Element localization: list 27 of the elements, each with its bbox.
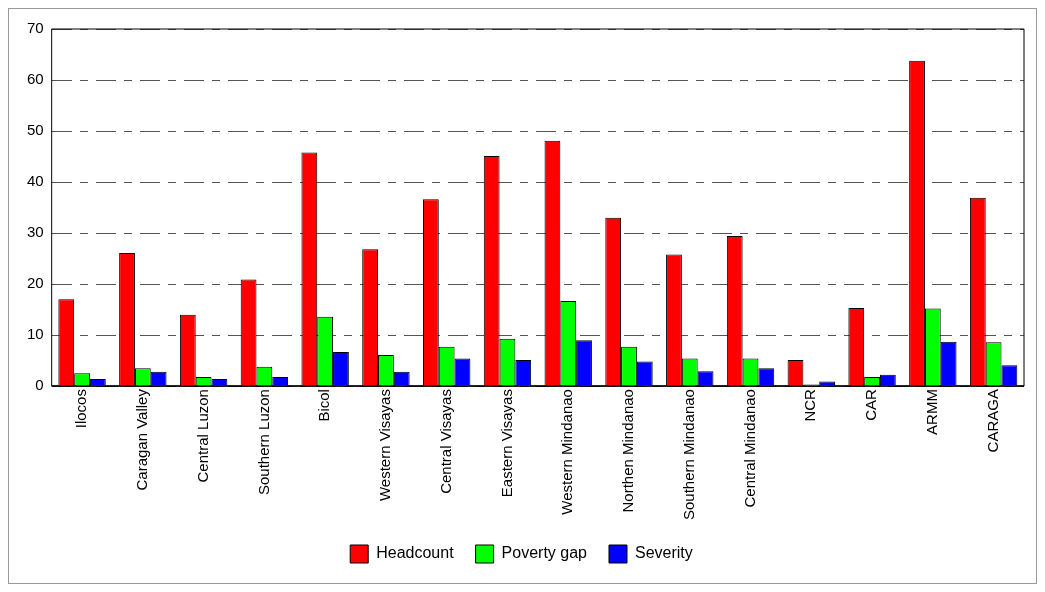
x-tick-label: Bicol — [315, 389, 333, 422]
x-tick-label: ARMM — [922, 389, 940, 435]
legend-label: Poverty gap — [501, 544, 588, 562]
y-tick-label: 20 — [27, 274, 44, 292]
x-tick-label: Southern Luzon — [254, 389, 272, 495]
y-tick-label: 40 — [27, 172, 44, 190]
y-tick-label: 50 — [27, 121, 44, 139]
x-tick-label: CAR — [862, 388, 880, 421]
y-tick-label: 0 — [35, 376, 44, 394]
x-tick-label: Caragan Valley — [132, 388, 150, 491]
x-tick-label: Central Luzon — [193, 389, 211, 483]
y-tick-label: 10 — [27, 325, 44, 343]
y-tick-label: 30 — [27, 223, 44, 241]
y-tick-label: 70 — [27, 19, 44, 37]
x-tick-label: Western Visayas — [376, 389, 394, 502]
y-tick-label: 60 — [27, 70, 44, 88]
x-tick-label: CARAGA — [983, 389, 1001, 453]
x-tick-label: Western Mindanao — [558, 389, 576, 515]
legend-label: Severity — [634, 544, 693, 562]
x-tick-label: Eastern Visayas — [497, 389, 515, 498]
x-tick-label: Southern Mindanao — [679, 389, 697, 521]
x-tick-label: Northen Mindanao — [619, 389, 637, 513]
x-tick-label: Ilocos — [72, 389, 90, 429]
legend-label: Headcount — [376, 544, 455, 562]
x-tick-label: Central Visayas — [436, 389, 454, 494]
x-tick-label: Central Mindanao — [740, 389, 758, 508]
x-tick-label: NCR — [801, 388, 819, 422]
